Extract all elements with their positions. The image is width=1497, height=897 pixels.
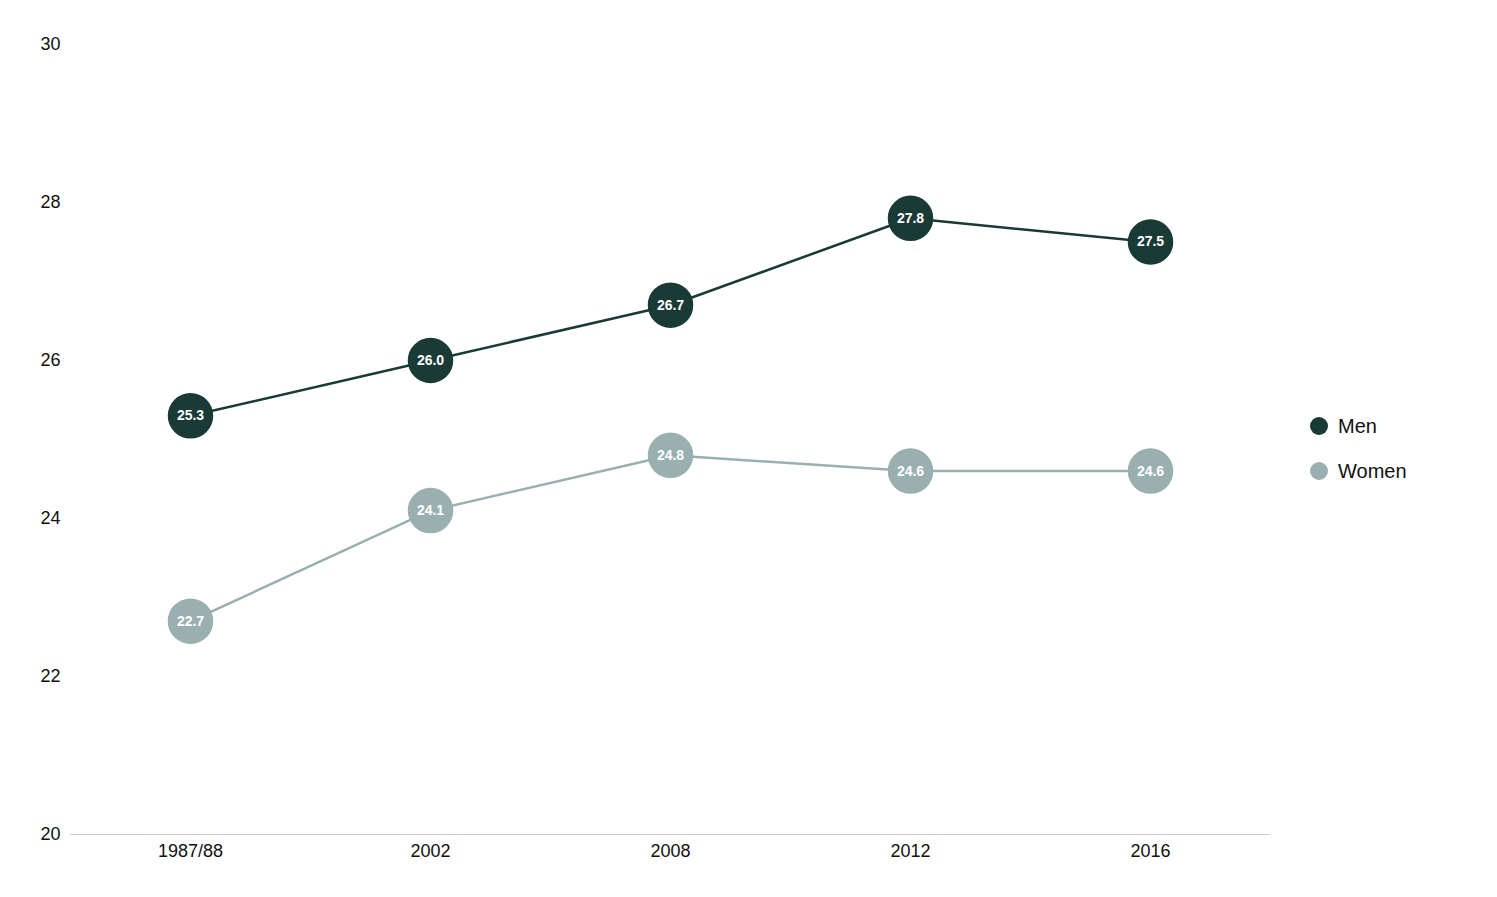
svg-text:27.5: 27.5 [1137, 233, 1164, 249]
svg-text:24.6: 24.6 [1137, 462, 1164, 478]
svg-text:27.8: 27.8 [897, 209, 924, 225]
svg-text:2012: 2012 [890, 841, 930, 861]
svg-text:26: 26 [40, 350, 60, 370]
html-text:Women: Women [1338, 459, 1407, 482]
svg-text:22: 22 [40, 666, 60, 686]
svg-text:25.3: 25.3 [177, 407, 204, 423]
svg-text:26.7: 26.7 [657, 296, 684, 312]
svg-text:2016: 2016 [1130, 841, 1170, 861]
svg-text:2002: 2002 [410, 841, 450, 861]
svg-text:24.8: 24.8 [657, 446, 684, 462]
svg-text:24.6: 24.6 [897, 462, 924, 478]
svg-text:28: 28 [40, 192, 60, 212]
svg-text:24: 24 [40, 508, 60, 528]
svg-text:22.7: 22.7 [177, 612, 204, 628]
svg-text:24.1: 24.1 [417, 502, 444, 518]
svg-text:30: 30 [40, 34, 60, 54]
html-text:Men: Men [1338, 414, 1377, 437]
svg-text:26.0: 26.0 [417, 351, 444, 367]
svg-text:20: 20 [40, 824, 60, 844]
svg-text:2008: 2008 [650, 841, 690, 861]
svg-text:1987/88: 1987/88 [158, 841, 223, 861]
